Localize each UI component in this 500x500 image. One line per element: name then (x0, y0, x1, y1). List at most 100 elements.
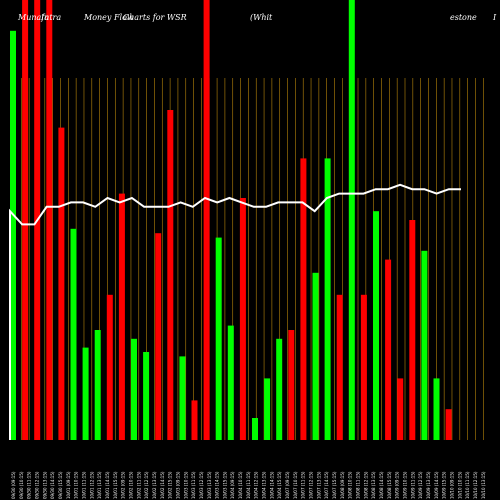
x-tick-label: 10/07 (14:15) (324, 471, 329, 499)
x-tick-label: 10/09 (09:15) (395, 471, 400, 499)
x-tick-label: 10/07 (13:15) (316, 471, 321, 499)
title-part-company-rest: estone (450, 13, 477, 22)
bar (397, 378, 404, 440)
x-tick-label: 10/02 (13:15) (152, 471, 157, 499)
bar (360, 294, 367, 440)
x-tick-label: 10/02 (12:15) (144, 471, 149, 499)
bar (131, 338, 137, 440)
bar (118, 193, 125, 440)
bar (252, 418, 258, 440)
x-tick-label: 10/09 (11:15) (410, 471, 415, 499)
bar (324, 158, 331, 440)
bar (288, 330, 295, 440)
bar (336, 294, 343, 440)
x-tick-label: 10/07 (10:15) (293, 471, 298, 499)
bar (433, 378, 440, 440)
x-tick-label: 10/03 (15:15) (222, 471, 227, 499)
x-tick-label: 10/02 (10:15) (128, 471, 133, 499)
x-tick-label: 10/10 (12:15) (473, 471, 478, 499)
x-tick-label: 10/03 (12:15) (199, 471, 204, 499)
x-tick-label: 10/03 (11:15) (191, 471, 196, 499)
x-tick-label: 10/03 (10:15) (183, 471, 188, 499)
bar (82, 347, 89, 440)
x-tick-label: 10/08 (13:15) (371, 471, 376, 499)
bar (10, 30, 16, 441)
x-tick-label: 10/02 (14:15) (160, 471, 165, 499)
bar (167, 110, 174, 440)
x-tick-labels: 09/30 (09:15) 09/30 (10:15) 09/30 (11:15) 0… (11, 471, 486, 499)
bar (191, 400, 198, 440)
bar (385, 259, 392, 440)
x-tick-label: 10/04 (12:15) (254, 471, 259, 499)
x-tick-label: 10/09 (14:15) (434, 471, 439, 499)
bar (348, 0, 355, 440)
x-tick-label: 09/30 (15:15) (58, 471, 63, 499)
x-tick-label: 09/30 (11:15) (27, 471, 32, 499)
x-tick-label: 10/03 (13:15) (207, 471, 212, 499)
title-part-money-flow: Money Flow (83, 13, 134, 22)
x-tick-label: 10/08 (14:15) (379, 471, 384, 499)
bar (155, 233, 162, 440)
x-tick-label: 10/07 (12:15) (309, 471, 314, 499)
x-tick-label: 10/01 (09:15) (66, 471, 71, 499)
title-part-intra: Intra (40, 13, 61, 22)
x-tick-label: 10/04 (10:15) (238, 471, 243, 499)
x-tick-label: 10/04 (14:15) (269, 471, 274, 499)
x-tick-label: 10/04 (13:15) (262, 471, 267, 499)
bar (373, 211, 379, 440)
x-tick-label: 10/01 (15:15) (113, 471, 118, 499)
title-part-company: (Whit (250, 13, 273, 22)
x-tick-label: 09/30 (10:15) (19, 471, 24, 499)
x-tick-label: 10/09 (13:15) (426, 471, 431, 499)
x-tick-label: 10/08 (09:15) (340, 471, 345, 499)
x-tick-label: 10/04 (09:15) (230, 471, 235, 499)
x-tick-label: 10/10 (09:15) (449, 471, 454, 499)
x-tick-label: 10/10 (10:15) (457, 471, 462, 499)
x-tick-label: 10/08 (15:15) (387, 471, 392, 499)
title-part-munafa: Munafa (17, 13, 49, 22)
x-tick-label: 10/08 (11:15) (356, 471, 361, 499)
x-tick-label: 10/02 (11:15) (136, 471, 141, 499)
x-tick-label: 10/07 (15:15) (332, 471, 337, 499)
bar (264, 378, 271, 440)
chart-title: Munafa Intra Money Flow Charts for WSR (… (17, 13, 497, 22)
bar (143, 352, 150, 440)
x-tick-label: 10/09 (10:15) (403, 471, 408, 499)
bar (409, 220, 416, 440)
bar (203, 0, 210, 440)
x-tick-label: 10/03 (09:15) (175, 471, 180, 499)
x-tick-label: 10/01 (14:15) (105, 471, 110, 499)
x-tick-label: 10/07 (11:15) (301, 471, 306, 499)
bar (300, 158, 307, 440)
x-tick-label: 10/01 (12:15) (89, 471, 94, 499)
x-tick-label: 10/01 (11:15) (81, 471, 86, 499)
trend-line (9, 183, 461, 440)
bar (22, 0, 29, 440)
x-tick-label: 09/30 (13:15) (42, 471, 47, 499)
x-tick-label: 10/01 (13:15) (97, 471, 102, 499)
x-tick-label: 09/30 (09:15) (11, 471, 16, 499)
x-tick-label: 10/04 (11:15) (246, 471, 251, 499)
x-tick-label: 10/07 (09:15) (285, 471, 290, 499)
x-tick-label: 10/08 (12:15) (363, 471, 368, 499)
x-tick-label: 10/09 (12:15) (418, 471, 423, 499)
bar (239, 198, 246, 440)
bar (46, 0, 53, 440)
x-tick-label: 10/10 (11:15) (465, 471, 470, 499)
bar (445, 409, 452, 440)
bar (312, 272, 319, 440)
x-tick-label: 10/02 (15:15) (168, 471, 173, 499)
bar (421, 250, 428, 440)
title-part-charts-for: Charts for WSR (123, 13, 187, 22)
x-tick-label: 10/08 (10:15) (348, 471, 353, 499)
x-tick-label: 09/30 (12:15) (34, 471, 39, 499)
x-tick-label: 10/02 (09:15) (121, 471, 126, 499)
bar (106, 294, 113, 440)
bar (215, 237, 222, 440)
x-tick-label: 10/03 (14:15) (215, 471, 220, 499)
bar (58, 127, 65, 440)
x-tick-label: 10/10 (13:15) (481, 471, 486, 499)
bar (227, 325, 234, 440)
x-tick-label: 09/30 (14:15) (50, 471, 55, 499)
